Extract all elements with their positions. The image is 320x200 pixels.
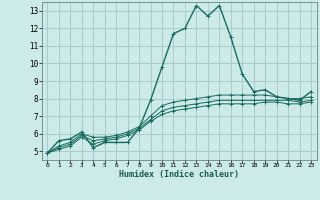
X-axis label: Humidex (Indice chaleur): Humidex (Indice chaleur) (119, 170, 239, 179)
